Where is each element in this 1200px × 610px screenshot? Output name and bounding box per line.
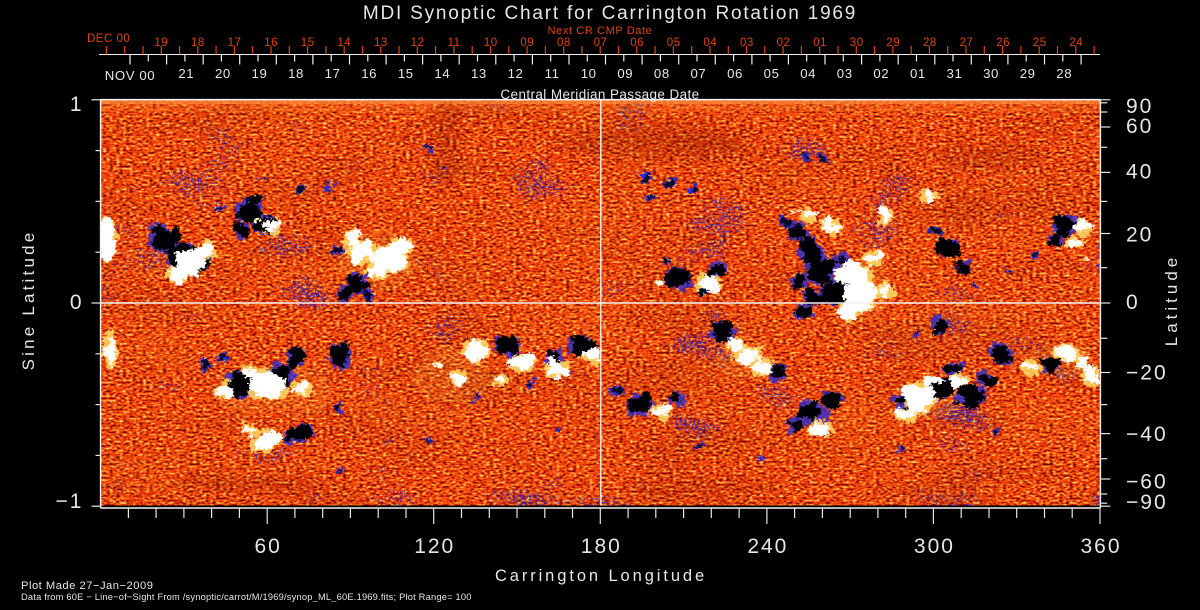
svg-text:60: 60 bbox=[254, 535, 281, 558]
svg-text:31: 31 bbox=[947, 66, 963, 81]
svg-text:12: 12 bbox=[411, 37, 425, 49]
svg-text:18: 18 bbox=[288, 66, 304, 81]
svg-text:18: 18 bbox=[191, 37, 205, 49]
svg-text:Plot Made 27−Jan−2009: Plot Made 27−Jan−2009 bbox=[21, 580, 153, 592]
svg-text:0: 0 bbox=[1126, 291, 1140, 314]
svg-text:Latitude: Latitude bbox=[1162, 254, 1181, 347]
svg-text:−60: −60 bbox=[1126, 471, 1168, 494]
svg-text:17: 17 bbox=[228, 37, 242, 49]
svg-text:29: 29 bbox=[886, 37, 900, 49]
svg-text:1: 1 bbox=[70, 93, 84, 116]
svg-text:29: 29 bbox=[1020, 66, 1036, 81]
svg-text:19: 19 bbox=[154, 37, 168, 49]
svg-text:14: 14 bbox=[337, 37, 351, 49]
svg-text:60: 60 bbox=[1126, 115, 1153, 138]
svg-text:DEC 00: DEC 00 bbox=[87, 33, 130, 45]
svg-text:10: 10 bbox=[581, 66, 597, 81]
svg-text:300: 300 bbox=[914, 535, 955, 558]
svg-text:30: 30 bbox=[850, 37, 864, 49]
svg-text:05: 05 bbox=[764, 66, 780, 81]
svg-text:11: 11 bbox=[448, 37, 461, 49]
svg-text:09: 09 bbox=[617, 66, 633, 81]
svg-text:17: 17 bbox=[325, 66, 341, 81]
svg-text:03: 03 bbox=[740, 37, 754, 49]
svg-text:04: 04 bbox=[703, 37, 717, 49]
svg-text:06: 06 bbox=[630, 37, 644, 49]
svg-text:09: 09 bbox=[520, 37, 534, 49]
svg-text:90: 90 bbox=[1126, 95, 1153, 118]
svg-text:02: 02 bbox=[777, 37, 791, 49]
svg-text:27: 27 bbox=[960, 37, 974, 49]
svg-text:26: 26 bbox=[996, 37, 1010, 49]
svg-text:30: 30 bbox=[983, 66, 999, 81]
svg-text:04: 04 bbox=[800, 66, 816, 81]
svg-text:25: 25 bbox=[1033, 37, 1047, 49]
svg-text:240: 240 bbox=[747, 535, 788, 558]
svg-text:05: 05 bbox=[667, 37, 681, 49]
svg-text:10: 10 bbox=[484, 37, 498, 49]
svg-text:360: 360 bbox=[1080, 535, 1121, 558]
svg-text:13: 13 bbox=[471, 66, 487, 81]
svg-text:15: 15 bbox=[398, 66, 414, 81]
svg-text:08: 08 bbox=[654, 66, 670, 81]
svg-text:13: 13 bbox=[374, 37, 388, 49]
svg-text:Sine Latitude: Sine Latitude bbox=[19, 230, 38, 371]
svg-text:20: 20 bbox=[215, 66, 231, 81]
svg-text:180: 180 bbox=[581, 535, 622, 558]
svg-text:19: 19 bbox=[252, 66, 268, 81]
svg-text:11: 11 bbox=[545, 66, 560, 81]
svg-text:16: 16 bbox=[264, 37, 278, 49]
svg-text:24: 24 bbox=[1069, 37, 1083, 49]
svg-text:NOV 00: NOV 00 bbox=[105, 68, 156, 83]
svg-text:MDI Synoptic Chart for Carring: MDI Synoptic Chart for Carrington Rotati… bbox=[363, 3, 857, 24]
svg-text:14: 14 bbox=[434, 66, 450, 81]
svg-text:28: 28 bbox=[923, 37, 937, 49]
svg-text:Central Meridian Passage Date: Central Meridian Passage Date bbox=[500, 87, 699, 102]
svg-text:15: 15 bbox=[301, 37, 315, 49]
svg-text:03: 03 bbox=[837, 66, 853, 81]
svg-text:40: 40 bbox=[1126, 161, 1153, 184]
svg-text:01: 01 bbox=[813, 37, 827, 49]
svg-text:07: 07 bbox=[594, 37, 608, 49]
svg-text:120: 120 bbox=[414, 535, 455, 558]
svg-text:−40: −40 bbox=[1126, 423, 1168, 446]
svg-text:0: 0 bbox=[70, 291, 84, 314]
svg-text:16: 16 bbox=[361, 66, 377, 81]
svg-text:06: 06 bbox=[727, 66, 743, 81]
svg-text:28: 28 bbox=[1056, 66, 1072, 81]
svg-text:02: 02 bbox=[873, 66, 889, 81]
svg-text:−20: −20 bbox=[1126, 362, 1168, 385]
svg-text:21: 21 bbox=[178, 66, 194, 81]
svg-text:Next CR CMP Date: Next CR CMP Date bbox=[548, 25, 653, 37]
svg-text:−1: −1 bbox=[56, 490, 84, 513]
svg-text:01: 01 bbox=[910, 66, 926, 81]
svg-text:08: 08 bbox=[557, 37, 571, 49]
svg-text:12: 12 bbox=[508, 66, 524, 81]
svg-text:Carrington Longitude: Carrington Longitude bbox=[495, 567, 707, 585]
svg-text:Data from 60E − Line−of−Sight: Data from 60E − Line−of−Sight From /syno… bbox=[21, 592, 472, 602]
svg-text:20: 20 bbox=[1126, 224, 1153, 247]
svg-text:−90: −90 bbox=[1126, 491, 1168, 514]
svg-text:07: 07 bbox=[690, 66, 706, 81]
